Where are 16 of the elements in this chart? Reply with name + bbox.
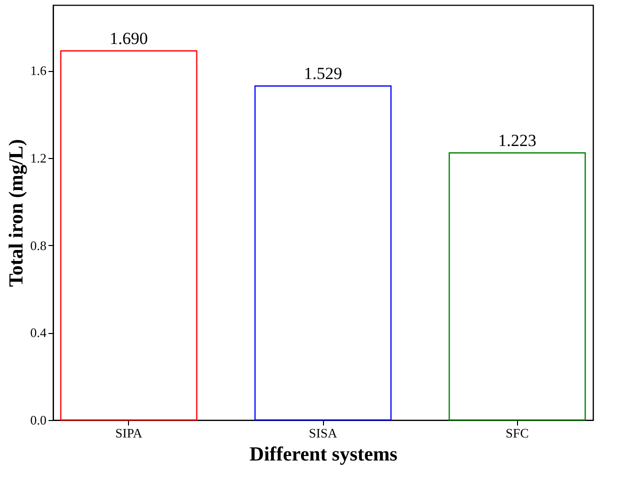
data-label: 1.223 [498, 130, 536, 150]
data-label: 1.690 [110, 28, 148, 48]
bar [448, 152, 586, 421]
x-tick-label: SIPA [115, 426, 143, 440]
bar [254, 85, 392, 421]
x-tick-label: SFC [506, 426, 529, 440]
y-tick-label: 0.0 [30, 412, 46, 428]
y-axis-title: Total iron (mg/L) [5, 139, 28, 287]
bar [60, 50, 198, 421]
y-tick-label: 1.6 [30, 63, 47, 78]
y-tick-label: 0.4 [30, 325, 47, 340]
x-axis-title: Different systems [250, 444, 398, 466]
y-tick-label: 1.2 [30, 150, 46, 166]
data-label: 1.529 [304, 64, 342, 84]
y-tick-label: 0.8 [30, 238, 46, 253]
x-tick-label: SISA [308, 426, 338, 440]
